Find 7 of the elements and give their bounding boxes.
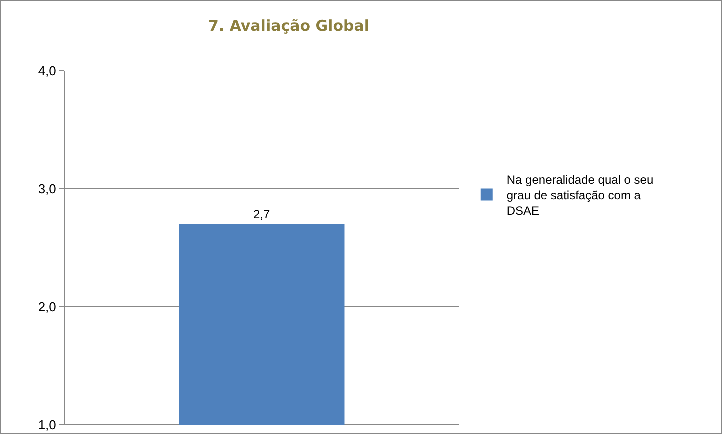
y-tick-label: 4,0 xyxy=(38,64,56,79)
legend-label: Na generalidade qual o seu grau de satisfação com a DSAE xyxy=(506,172,654,218)
chart-title: 7. Avaliação Global xyxy=(208,16,370,35)
y-tick-label: 2,0 xyxy=(38,300,56,315)
data-label: 2,7 xyxy=(253,207,271,222)
y-tick-label: 1,0 xyxy=(38,418,56,433)
y-tick-label: 3,0 xyxy=(38,182,56,197)
